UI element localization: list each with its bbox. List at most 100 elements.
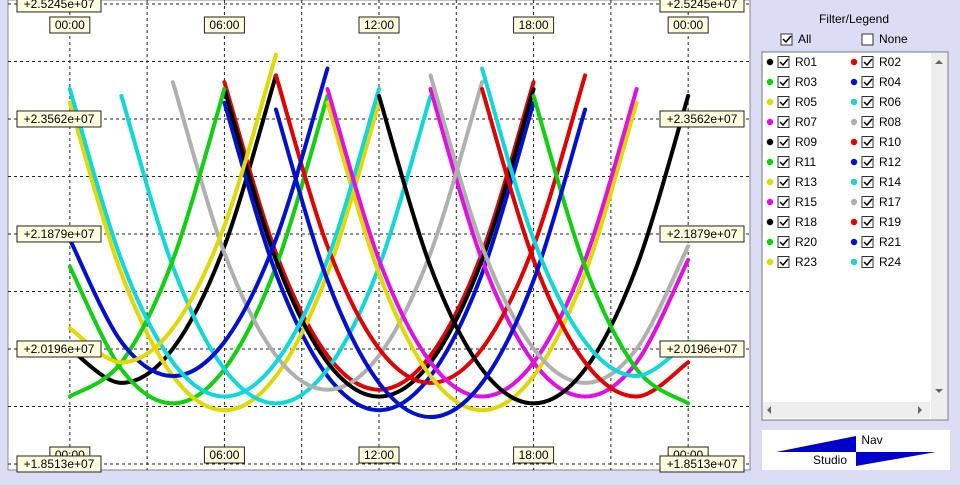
legend-swatch [850, 118, 858, 126]
x-tick-label: 12:00 [364, 448, 394, 462]
legend-swatch [766, 138, 774, 146]
legend-checkbox[interactable] [777, 116, 790, 128]
legend-checkbox[interactable] [861, 236, 874, 248]
series-line [531, 93, 691, 406]
legend-label: R08 [879, 115, 901, 129]
legend-label: R11 [795, 155, 816, 169]
legend-checkbox[interactable] [777, 176, 790, 188]
check [779, 178, 789, 187]
check [779, 158, 789, 167]
legend-checkbox[interactable] [861, 136, 874, 148]
legend-swatch [766, 218, 774, 226]
check [863, 218, 873, 227]
legend-swatch [850, 158, 858, 166]
check [779, 138, 789, 147]
tick-label-box [16, 340, 102, 358]
tick-label-box [16, 110, 102, 128]
y-tick-label: +2.0196e+07 [24, 342, 95, 356]
legend-checkbox[interactable] [777, 236, 790, 248]
scroll-right[interactable] [918, 406, 922, 414]
legend-label: R17 [879, 195, 901, 209]
legend-label: R05 [795, 95, 817, 109]
legend-swatch [766, 178, 774, 186]
x-tick-label: 06:00 [209, 448, 239, 462]
legend-checkbox[interactable] [861, 256, 874, 268]
h-scrollbar[interactable] [763, 402, 930, 418]
legend-checkbox[interactable] [777, 216, 790, 228]
legend-label: R15 [795, 195, 817, 209]
legend-checkbox[interactable] [777, 136, 790, 148]
check [863, 198, 873, 207]
legend-checkbox[interactable] [777, 76, 790, 88]
legend-checkbox[interactable] [777, 256, 790, 268]
legend-checkbox[interactable] [861, 56, 874, 68]
scroll-up[interactable] [935, 60, 943, 64]
series-line [325, 87, 639, 399]
series-line [67, 52, 278, 365]
scrollbar[interactable] [931, 53, 947, 419]
legend-swatch [766, 238, 774, 246]
series-line [67, 87, 227, 399]
series-line [273, 107, 588, 420]
legend-checkbox[interactable] [861, 176, 874, 188]
y-tick-label: +2.1879e+07 [24, 227, 95, 241]
legend-label: R23 [795, 255, 817, 269]
all-checkbox[interactable] [780, 33, 793, 46]
tick-labels: 00:00 00:00 06:00 06:00 12:00 12:00 18:00 18:00… [16, 0, 745, 473]
check [779, 98, 789, 107]
legend-checkbox[interactable] [861, 156, 874, 168]
legend-label: R10 [879, 135, 901, 149]
tick-label-box [358, 446, 400, 464]
legend-label: R12 [879, 155, 901, 169]
tick-label-box [358, 16, 400, 34]
legend-swatch [850, 58, 858, 66]
legend-label: R06 [879, 95, 901, 109]
tick-label-box [49, 16, 91, 34]
legend-swatch [766, 158, 774, 166]
legend-swatch [766, 258, 774, 266]
scroll-down[interactable] [935, 389, 943, 393]
legend-checkbox[interactable] [861, 76, 874, 88]
none-label[interactable]: None [879, 32, 908, 46]
tick-label-box [513, 446, 555, 464]
check [779, 198, 789, 207]
x-tick-label: 12:00 [364, 18, 394, 32]
logo-shape [856, 452, 936, 466]
check [863, 258, 873, 267]
series-line [119, 93, 433, 406]
legend-label: R13 [795, 175, 817, 189]
legend-checkbox[interactable] [861, 216, 874, 228]
legend-checkbox[interactable] [777, 96, 790, 108]
legend-label: R01 [795, 55, 817, 69]
series-line [377, 93, 691, 406]
legend-swatch [766, 78, 774, 86]
legend-checkbox[interactable] [861, 96, 874, 108]
legend: R01 R02 R03 R04 R05 R06 R07 R08 R09 R10 R11 R12 R13 R… [766, 55, 901, 269]
series-line [480, 87, 691, 399]
check [863, 58, 873, 67]
check [863, 158, 873, 167]
check [779, 258, 789, 267]
check [863, 78, 873, 87]
series-line [428, 87, 691, 399]
none-checkbox[interactable] [861, 33, 874, 46]
series-line [67, 100, 381, 413]
series-lines [67, 52, 691, 420]
legend-label: R24 [879, 255, 901, 269]
logo-shape [776, 436, 856, 452]
all-label[interactable]: All [798, 32, 811, 46]
legend-checkbox[interactable] [777, 56, 790, 68]
logo-text: Nav [861, 433, 882, 447]
x-tick-label: 06:00 [209, 18, 239, 32]
scroll-left[interactable] [767, 406, 771, 414]
legend-checkbox[interactable] [861, 116, 874, 128]
legend-checkbox[interactable] [861, 196, 874, 208]
legend-checkbox[interactable] [777, 196, 790, 208]
legend-label: R18 [795, 215, 817, 229]
legend-checkbox[interactable] [777, 156, 790, 168]
x-tick-label: 00:00 [55, 18, 85, 32]
legend-swatch [850, 198, 858, 206]
y-tick-label: +1.8513e+07 [24, 457, 95, 471]
